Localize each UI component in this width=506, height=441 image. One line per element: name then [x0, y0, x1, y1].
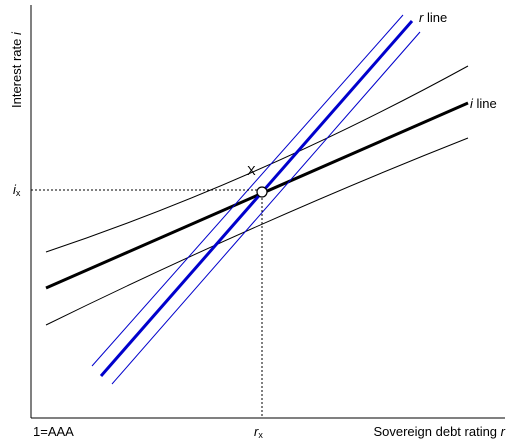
x-axis-title: Sovereign debt rating r: [373, 424, 505, 439]
r-line-label: r line: [419, 10, 447, 25]
i-x-label: ix: [13, 182, 21, 198]
r-line: [99, 20, 414, 377]
r-line-right-band: [111, 31, 421, 385]
point-label: X: [247, 163, 256, 178]
i-line-label: i line: [470, 96, 497, 111]
y-axis-title: Interest rate i: [9, 31, 24, 108]
i-line-upper-band: [45, 65, 469, 253]
r-x-label: rx: [254, 424, 263, 440]
i-line-lower-band: [45, 137, 469, 326]
i-line: [45, 101, 469, 290]
equilibrium-point: [256, 186, 268, 198]
y-axis-variable: i: [9, 31, 24, 35]
x-origin-label: 1=AAA: [33, 424, 74, 439]
x-axis-variable: r: [501, 424, 506, 439]
